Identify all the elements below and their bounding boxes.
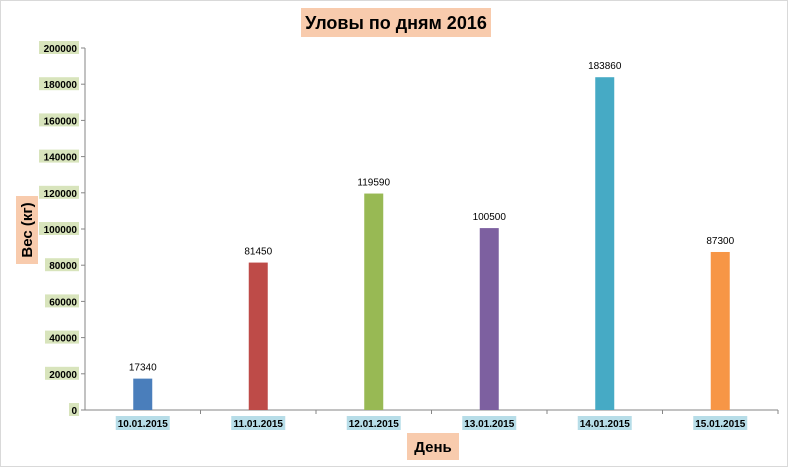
data-label: 100500 [473,212,507,223]
y-tick-label: 60000 [49,297,77,308]
data-label: 81450 [244,247,272,258]
x-tick-label: 14.01.2015 [580,419,630,430]
plot-area: 0 20000 40000 60000 80000 100000 120000 140000 1… [39,41,779,430]
bar [364,193,384,410]
x-tick-label-background [462,416,517,430]
bar [595,77,615,410]
y-tick-label-background [45,330,79,344]
y-tick-label: 160000 [44,116,78,127]
y-tick-label-background [39,185,79,199]
y-tick-label-background [45,258,79,272]
data-label: 87300 [706,236,734,247]
data-label: 183860 [588,61,622,72]
x-tick-label-background [231,416,286,430]
y-axis-title-background [16,196,38,264]
data-label: 17340 [129,363,157,374]
x-axis-title-background [407,433,459,460]
bar [133,378,153,410]
y-tick-label-background [39,113,79,127]
bar [248,262,268,410]
x-tick-label: 12.01.2015 [349,419,399,430]
y-tick-label-background [39,41,79,54]
y-tick-label: 180000 [44,80,78,91]
y-tick-label-background [39,222,79,235]
chart-title: Уловы по дням 2016 [301,8,491,37]
y-axis-title-text: Вес (кг) [19,202,36,257]
x-tick-label: 13.01.2015 [464,419,514,430]
x-tick-label: 11.01.2015 [234,419,284,430]
chart-title-background [301,8,491,37]
x-tick-label: 10.01.2015 [118,419,168,430]
x-tick-label-background [577,416,632,430]
chart-title-text: Уловы по дням 2016 [305,13,487,33]
x-tick-label-background [115,416,170,430]
y-tick-label: 20000 [49,370,77,381]
y-tick-label: 200000 [44,44,78,55]
bar [479,228,499,410]
bar [710,251,730,410]
x-tick-label: 15.01.2015 [695,419,745,430]
x-tick-label-background [346,416,401,430]
y-tick-label-background [69,403,79,416]
y-tick-label: 120000 [44,189,78,200]
y-tick-label: 100000 [44,225,78,236]
x-axis-title-text: День [414,439,452,456]
y-tick-label: 0 [71,406,77,417]
data-label: 119590 [357,178,390,189]
y-tick-label: 140000 [44,153,78,164]
y-tick-label: 80000 [49,261,77,272]
y-tick-label-background [45,366,79,380]
y-tick-label: 40000 [49,334,77,345]
x-tick-label-background [693,416,748,430]
y-tick-label-background [39,149,79,163]
x-axis-title: День [407,433,459,460]
y-axis-title: Вес (кг) [16,196,38,264]
y-tick-label-background [45,294,79,308]
y-tick-label-background [39,77,79,91]
